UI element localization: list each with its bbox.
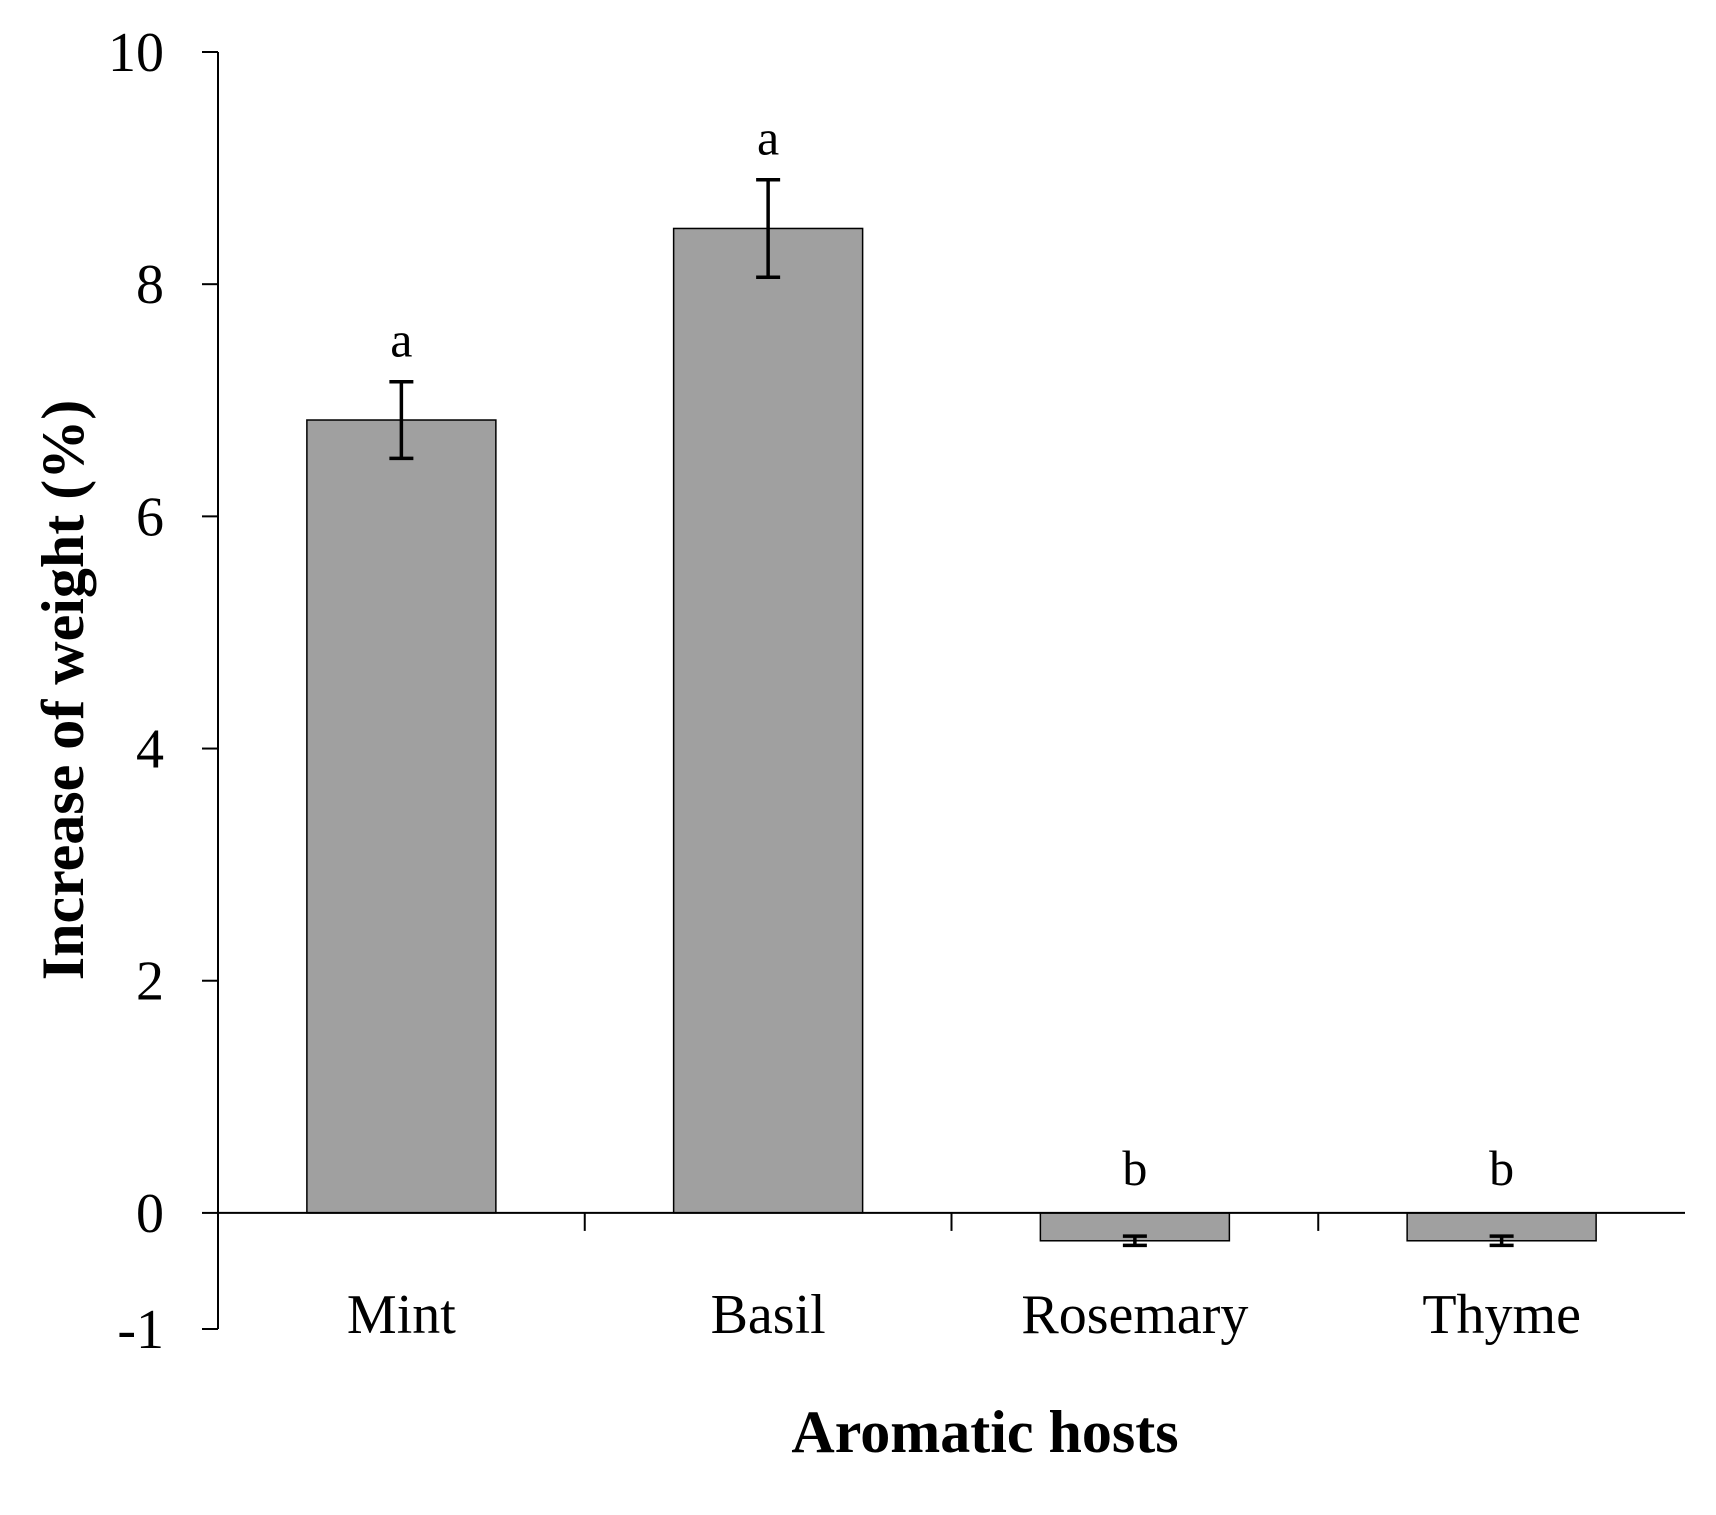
y-tick-label: -1 (117, 1299, 164, 1361)
bar-mint (306, 419, 497, 1214)
significance-label-thyme: b (1489, 1140, 1514, 1196)
x-axis-title: Aromatic hosts (791, 1399, 1178, 1465)
y-tick-label: 8 (136, 254, 164, 316)
significance-label-rosemary: b (1122, 1140, 1147, 1196)
x-tick-label-thyme: Thyme (1422, 1284, 1581, 1346)
significance-label-basil: a (757, 110, 779, 166)
error-bar-rosemary (1122, 1234, 1147, 1248)
labels-group: a Mint a Basil b Rosemary b Thyme -1 0 2 4 6 8 10 (108, 22, 1581, 1361)
y-tick-label: 10 (108, 22, 164, 84)
y-tick-label: 0 (136, 1183, 164, 1245)
error-bar-basil (756, 177, 781, 279)
x-tick-label-mint: Mint (347, 1284, 456, 1346)
error-bar-mint (389, 379, 414, 461)
bar-basil (672, 227, 864, 1214)
axes-group (202, 51, 1685, 1330)
significance-label-mint: a (390, 312, 412, 368)
y-tick-label: 4 (136, 719, 164, 781)
bars-group (306, 177, 1597, 1248)
y-tick-label: 6 (136, 486, 164, 548)
y-axis-title: Increase of weight (%) (30, 400, 96, 980)
x-tick-label-basil: Basil (711, 1284, 826, 1346)
x-tick-label-rosemary: Rosemary (1021, 1284, 1248, 1346)
y-tick-label: 2 (136, 951, 164, 1013)
error-bar-thyme (1489, 1234, 1514, 1248)
